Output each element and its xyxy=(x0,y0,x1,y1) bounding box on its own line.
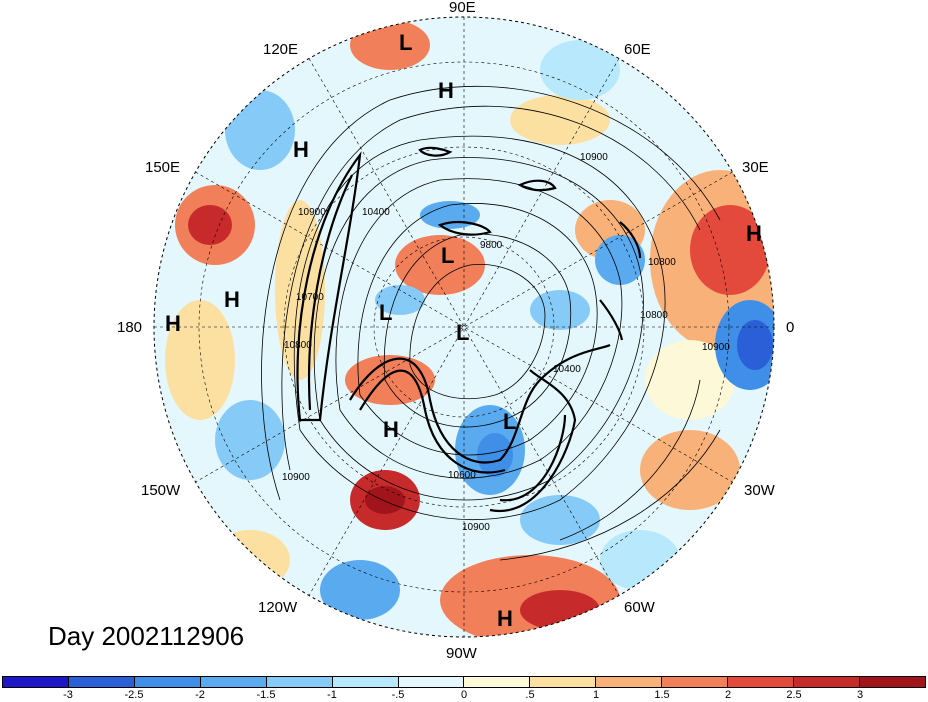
colorbar-tick-label: .5 xyxy=(525,689,535,701)
jet-contours xyxy=(296,146,642,513)
colorbar-segment xyxy=(794,677,860,687)
pressure-center-high: H xyxy=(293,137,309,162)
contour-label: 10900 xyxy=(702,342,730,353)
colorbar-tick-label: 2 xyxy=(724,689,732,701)
contour-labels: 10900 10800 10800 10900 10400 9800 10700… xyxy=(282,152,730,533)
lon-label-30w: 30W xyxy=(744,482,775,499)
pressure-center-high: H xyxy=(746,221,762,246)
contour-label: 10800 xyxy=(284,340,312,351)
colorbar-tick-label: -1.5 xyxy=(256,689,276,701)
colorbar-segment xyxy=(134,677,201,687)
contour-label: 10700 xyxy=(296,292,324,303)
lon-label-150e: 150E xyxy=(145,159,181,176)
contour-label: 10900 xyxy=(580,152,608,163)
colorbar-tick-label: 2.5 xyxy=(786,689,802,701)
contour-label: 10400 xyxy=(553,364,581,375)
lon-label-90w: 90W xyxy=(446,645,477,662)
anomaly-field xyxy=(154,17,774,637)
lon-label-120e: 120E xyxy=(263,41,299,58)
colorbar-segment xyxy=(68,677,135,687)
colorbar-tick-label: -2 xyxy=(195,689,205,701)
colorbar-segment xyxy=(398,677,465,687)
pressure-center-high: H xyxy=(383,417,399,442)
colorbar-segment xyxy=(464,677,531,687)
pressure-center-high: H xyxy=(438,78,454,103)
height-contours xyxy=(261,85,721,561)
contour-label: 10600 xyxy=(448,470,476,481)
lon-label-0: 0 xyxy=(786,319,795,336)
colorbar-tick-label: 1 xyxy=(592,689,600,701)
map-title: Day 2002112906 xyxy=(48,621,245,651)
pressure-center-high: H xyxy=(165,311,181,336)
lon-label-180: 180 xyxy=(117,319,143,336)
colorbar-segment xyxy=(3,677,69,687)
lon-label-90e: 90E xyxy=(449,0,476,16)
contour-label: 10800 xyxy=(640,310,668,321)
colorbar-tick-label: -.5 xyxy=(391,689,405,701)
contour-label: 10900 xyxy=(298,207,326,218)
contour-label: 10400 xyxy=(362,207,390,218)
colorbar-tick-label: -2.5 xyxy=(124,689,144,701)
pressure-center-low: L xyxy=(503,409,517,434)
colorbar-segment xyxy=(859,677,925,687)
colorbar-tick-label: 3 xyxy=(856,689,864,701)
pressure-center-low: L xyxy=(399,30,413,55)
lon-label-120w: 120W xyxy=(258,599,298,616)
colorbar-segment xyxy=(662,677,729,687)
colorbar-segment xyxy=(200,677,267,687)
colorbar-segment xyxy=(266,677,333,687)
pressure-center-high: H xyxy=(497,606,513,631)
contour-label: 10900 xyxy=(282,472,310,483)
colorbar-segment xyxy=(530,677,597,687)
pressure-center-high: H xyxy=(224,287,240,312)
colorbar xyxy=(2,676,926,688)
lon-label-30e: 30E xyxy=(742,159,769,176)
map-boundary xyxy=(153,16,775,638)
pressure-center-low: L xyxy=(379,300,393,325)
graticule xyxy=(154,17,774,637)
contour-label: 10900 xyxy=(462,522,490,533)
colorbar-segment xyxy=(728,677,795,687)
colorbar-tick-label: -3 xyxy=(63,689,73,701)
pressure-center-low: L xyxy=(456,320,470,345)
contour-label: 10800 xyxy=(648,257,676,268)
colorbar-segment xyxy=(332,677,399,687)
colorbar-tick-label: -1 xyxy=(327,689,337,701)
lon-label-60e: 60E xyxy=(624,41,651,58)
contour-label: 9800 xyxy=(480,240,503,251)
colorbar-segment xyxy=(596,677,663,687)
lon-label-60w: 60W xyxy=(624,599,655,616)
lon-label-150w: 150W xyxy=(141,482,181,499)
pressure-center-low: L xyxy=(441,243,455,268)
colorbar-tick-label: 0 xyxy=(460,689,468,701)
colorbar-tick-label: 1.5 xyxy=(654,689,670,701)
